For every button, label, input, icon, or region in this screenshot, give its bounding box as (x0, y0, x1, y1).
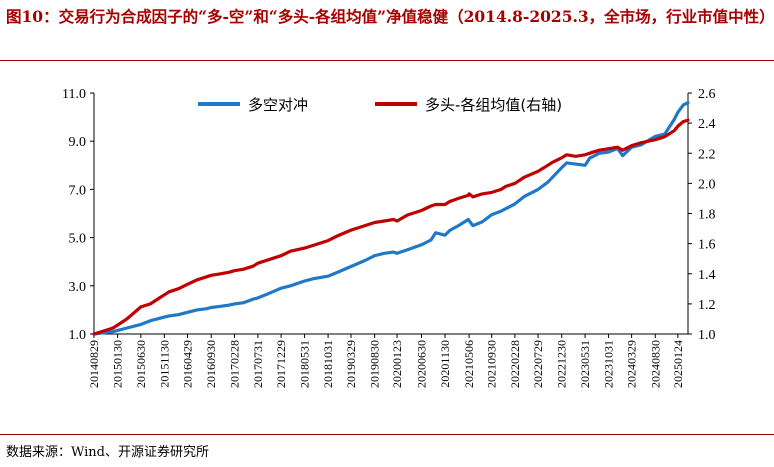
x-tick-label: 20200630 (414, 340, 428, 388)
x-tick-label: 20150630 (134, 340, 148, 388)
x-tick-label: 20170731 (251, 340, 265, 388)
x-tick-label: 20250124 (671, 340, 685, 388)
right-tick-label: 1.6 (698, 238, 716, 253)
x-tick-label: 20240329 (625, 340, 639, 388)
right-tick-label: 2.0 (698, 177, 716, 192)
x-tick-label: 20210506 (462, 340, 476, 388)
title-divider (0, 60, 774, 61)
x-tick-label: 20220228 (508, 340, 522, 388)
x-tick-label: 20181031 (321, 340, 335, 388)
x-tick-label: 20140829 (87, 340, 101, 388)
x-tick-label: 20160429 (181, 340, 195, 388)
right-tick-label: 1.0 (698, 328, 716, 343)
left-tick-label: 1.0 (69, 328, 87, 343)
x-tick-label: 20171229 (274, 340, 288, 388)
series-layer (92, 101, 690, 336)
x-tick-label: 20200123 (390, 340, 404, 388)
x-tick-label: 20151130 (157, 340, 171, 388)
left-tick-label: 9.0 (69, 135, 87, 150)
x-tick-label: 20220729 (531, 340, 545, 388)
left-tick-label: 3.0 (69, 280, 87, 295)
chart-title: 图10：交易行为合成因子的“多-空”和“多头-各组均值”净值稳健（2014.8-… (6, 7, 774, 26)
x-tick-label: 20190329 (344, 340, 358, 388)
right-tick-label: 2.2 (698, 147, 716, 162)
legend-item-long-mean-label: 多头-各组均值(右轴) (425, 96, 562, 114)
x-tick-label: 20231031 (602, 340, 616, 388)
x-tick-label: 20201130 (438, 340, 452, 388)
source-note: 数据来源：Wind、开源证券研究所 (6, 445, 209, 460)
right-tick-label: 1.8 (698, 208, 716, 223)
right-tick-label: 1.4 (698, 268, 716, 283)
left-tick-label: 11.0 (62, 87, 86, 102)
source-divider (0, 434, 774, 435)
x-tick-label: 20150130 (111, 340, 125, 388)
left-tick-label: 5.0 (69, 232, 87, 247)
right-tick-label: 2.6 (698, 87, 716, 102)
right-tick-label: 2.4 (698, 117, 716, 132)
legend: 多空对冲 多头-各组均值(右轴) (198, 96, 562, 114)
x-tick-label: 20170228 (227, 340, 241, 388)
series-line-long-short (92, 101, 690, 336)
right-tick-label: 1.2 (698, 298, 716, 313)
chart-axes: 1.0 3.0 5.0 7.0 9.0 11.0 1.0 1.2 1.4 1.6 1.8 2.0 2.2… (62, 87, 715, 388)
x-tick-label: 20180531 (298, 340, 312, 388)
left-tick-label: 7.0 (69, 183, 87, 198)
series-line-long-mean (92, 118, 690, 336)
x-tick-label: 20221230 (555, 340, 569, 388)
legend-item-long-short-label: 多空对冲 (248, 96, 308, 114)
x-tick-label: 20160930 (204, 340, 218, 388)
x-tick-label: 20190830 (368, 340, 382, 388)
x-tick-label: 20230531 (578, 340, 592, 388)
x-tick-label: 20240830 (648, 340, 662, 388)
x-tick-label: 20210930 (485, 340, 499, 388)
